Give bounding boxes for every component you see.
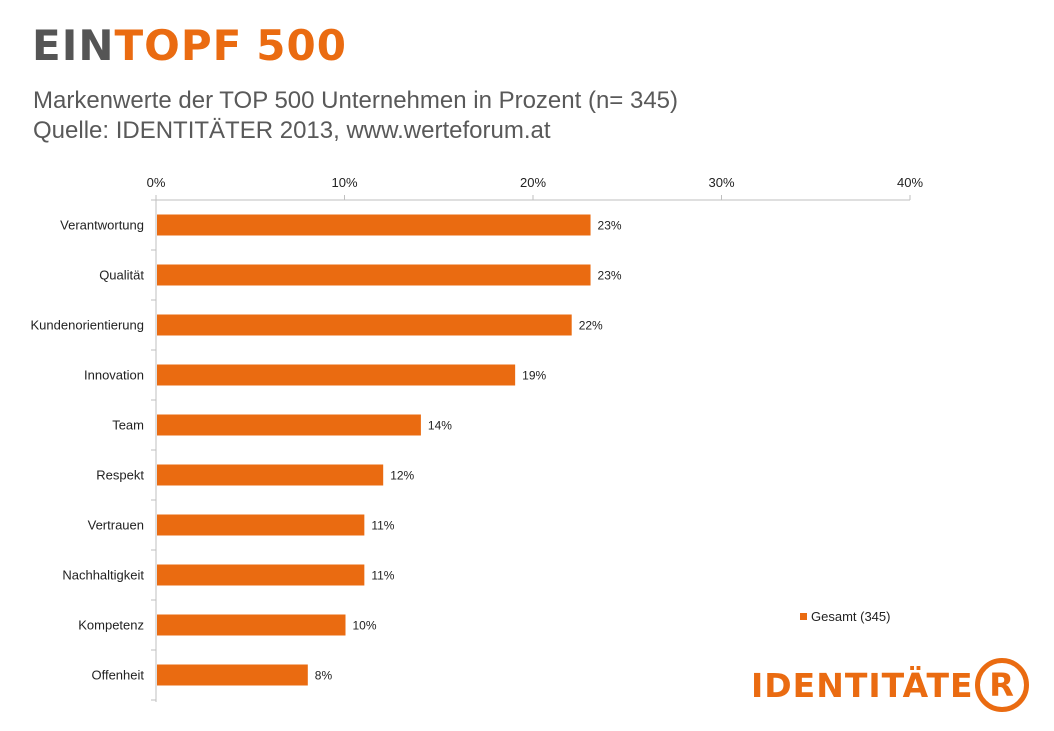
data-label: 14% — [428, 419, 452, 433]
category-label: Vertrauen — [88, 518, 144, 533]
category-label: Kompetenz — [78, 618, 144, 633]
category-label: Innovation — [84, 368, 144, 383]
logo-text: IDENTITÄTE — [751, 665, 974, 705]
bar — [157, 664, 308, 686]
data-label: 11% — [371, 519, 394, 533]
x-tick-label: 40% — [897, 175, 923, 190]
identitaeter-logo: IDENTITÄTE R — [751, 658, 1029, 712]
legend-swatch — [800, 613, 807, 620]
data-label: 23% — [598, 219, 622, 233]
data-label: 10% — [353, 619, 377, 633]
bar — [157, 514, 365, 536]
bar — [157, 214, 591, 236]
category-label: Nachhaltigkeit — [62, 568, 144, 583]
subtitle-line-1: Markenwerte der TOP 500 Unternehmen in P… — [33, 87, 679, 114]
registered-mark-icon: R — [974, 658, 1029, 712]
data-label: 12% — [390, 469, 414, 483]
data-label: 19% — [522, 369, 546, 383]
chart-legend: Gesamt (345) — [800, 609, 890, 624]
category-label: Team — [112, 418, 144, 433]
category-label: Respekt — [96, 468, 144, 483]
title-part-500: 500 — [256, 21, 347, 70]
title-part-ein: EIN — [32, 21, 115, 70]
category-label: Verantwortung — [60, 218, 144, 233]
chart-subtitle: Markenwerte der TOP 500 Unternehmen in P… — [33, 86, 678, 146]
category-label: Kundenorientierung — [31, 318, 144, 333]
x-tick-label: 30% — [708, 175, 734, 190]
bar — [157, 264, 591, 286]
x-tick-label: 20% — [520, 175, 546, 190]
x-tick-label: 0% — [147, 175, 166, 190]
title-part-topf: TOPF — [114, 21, 243, 70]
bar — [157, 614, 346, 636]
bar — [157, 464, 384, 486]
bar — [157, 414, 421, 436]
subtitle-line-2: Quelle: IDENTITÄTER 2013, www.werteforum… — [33, 117, 551, 144]
data-label: 8% — [315, 669, 333, 683]
category-label: Qualität — [99, 268, 144, 283]
bar — [157, 564, 365, 586]
bar — [157, 364, 516, 386]
data-label: 22% — [579, 319, 603, 333]
data-label: 23% — [598, 269, 622, 283]
x-tick-label: 10% — [331, 175, 357, 190]
data-label: 11% — [371, 569, 394, 583]
bar — [157, 314, 572, 336]
category-label: Offenheit — [91, 668, 144, 683]
page-title: EINTOPF 500 — [32, 22, 347, 70]
legend-label: Gesamt (345) — [811, 609, 891, 624]
